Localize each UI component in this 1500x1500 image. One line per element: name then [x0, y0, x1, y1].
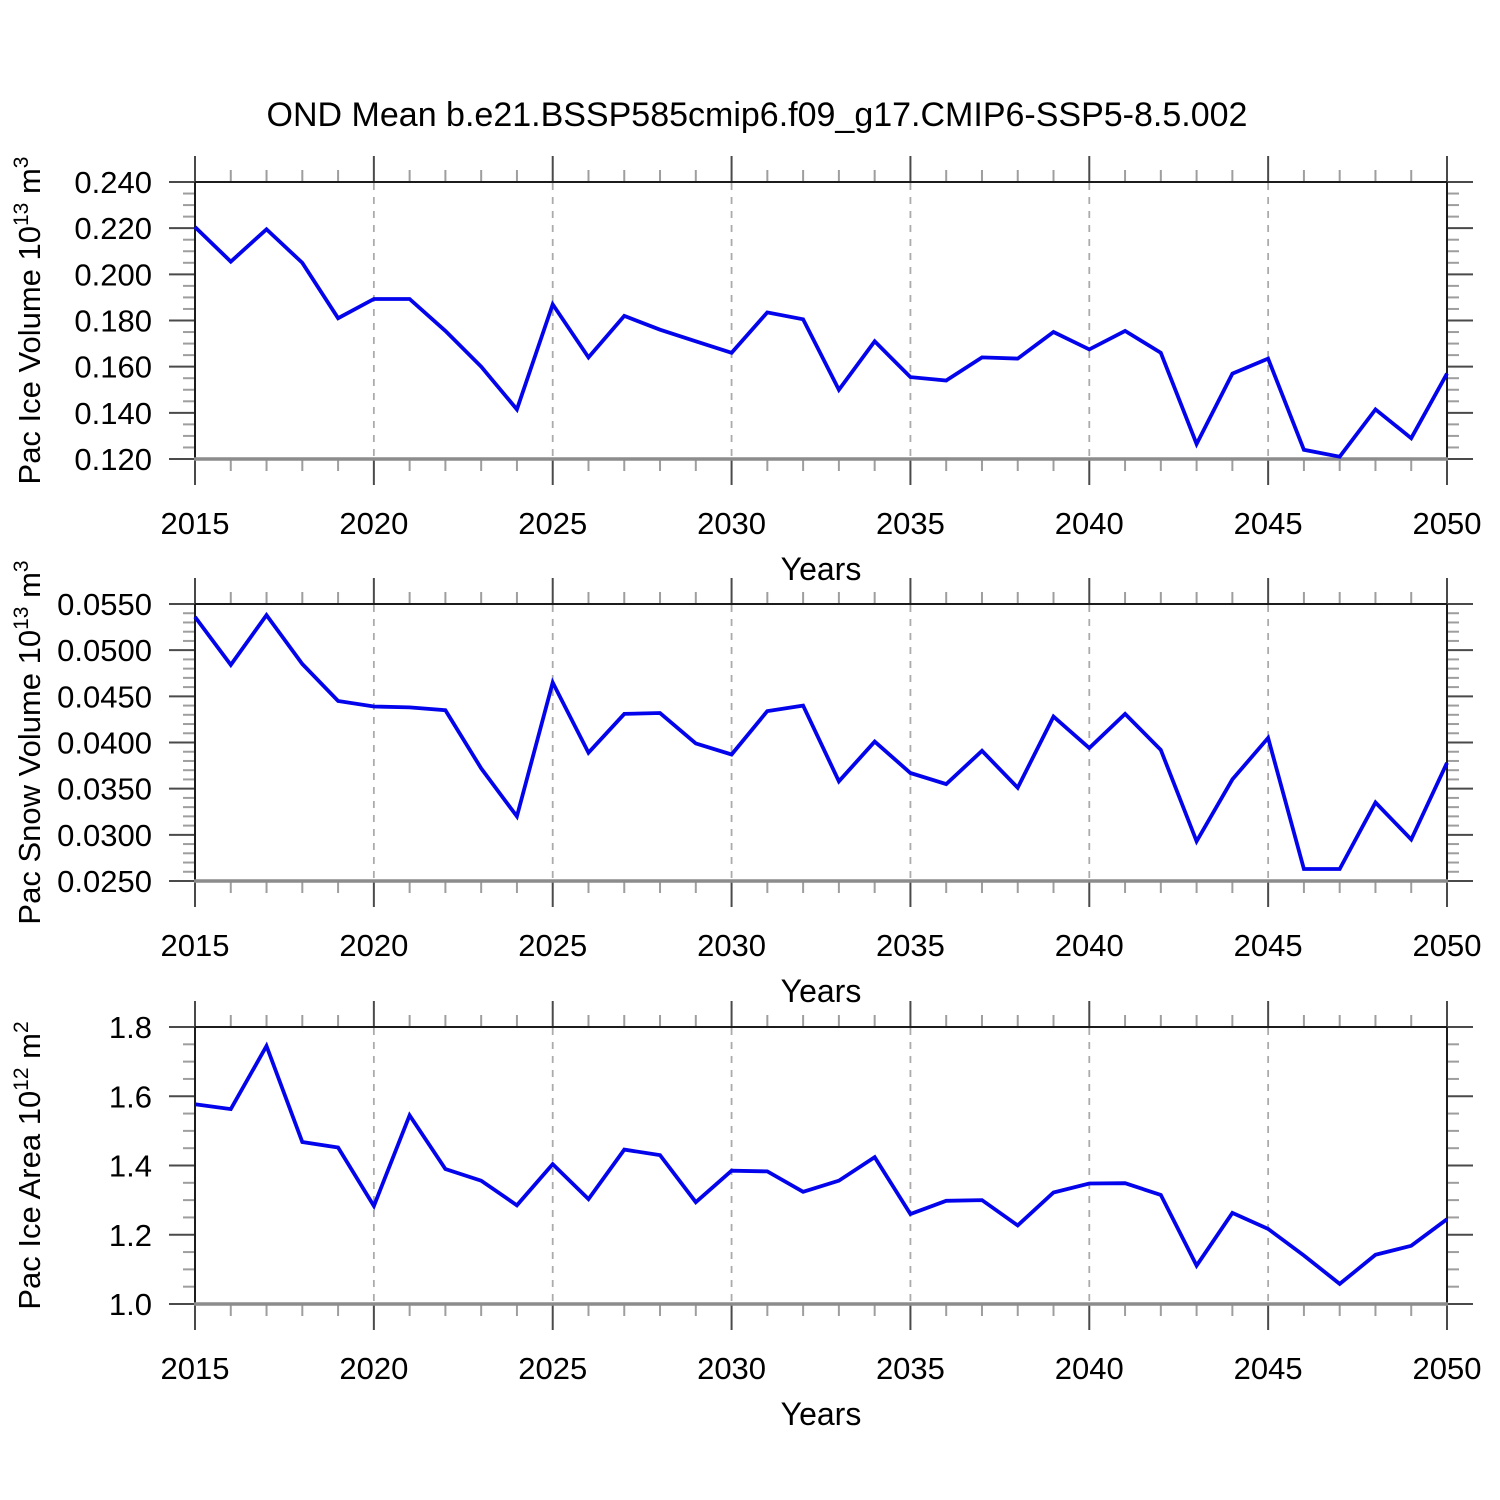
x-tick-label: 2045 [1234, 1351, 1303, 1386]
y-tick-label: 1.4 [109, 1149, 152, 1184]
data-line-pac-ice-area [194, 1041, 1449, 1287]
x-axis-title: Years [781, 1396, 862, 1432]
y-axis-title-text: m [12, 572, 47, 606]
y-axis-title-text: Pac Ice Area 10 [12, 1091, 47, 1310]
y-axis-title-text: m [12, 1033, 47, 1067]
y-tick-label: 0.0500 [57, 633, 152, 668]
x-tick-label: 2050 [1413, 1351, 1482, 1386]
x-tick-label: 2030 [697, 506, 766, 541]
x-tick-label: 2045 [1234, 506, 1303, 541]
x-tick-label: 2020 [339, 928, 408, 963]
y-tick-label: 0.200 [74, 257, 152, 292]
chart-title: OND Mean b.e21.BSSP585cmip6.f09_g17.CMIP… [266, 96, 1248, 134]
y-tick-label: 0.240 [74, 165, 152, 200]
x-tick-label: 2025 [518, 1351, 587, 1386]
y-tick-label: 1.0 [109, 1287, 152, 1322]
y-axis-title-superscript: 3 [10, 157, 33, 169]
x-tick-label: 2040 [1055, 928, 1124, 963]
x-tick-label: 2045 [1234, 928, 1303, 963]
y-tick-label: 0.0550 [57, 587, 152, 622]
x-tick-label: 2020 [339, 506, 408, 541]
x-tick-label: 2030 [697, 928, 766, 963]
x-axis-title: Years [781, 973, 862, 1009]
y-axis-title-pac-ice-area: Pac Ice Area 1012 m2 [10, 1021, 47, 1309]
y-axis-title-text: Pac Snow Volume 10 [12, 630, 47, 925]
y-axis-title-superscript: 13 [10, 203, 33, 226]
y-tick-label: 0.0400 [57, 726, 152, 761]
y-axis-title-pac-snow-volume: Pac Snow Volume 1013 m3 [10, 560, 47, 924]
y-tick-label: 0.120 [74, 442, 152, 477]
y-axis-title-superscript: 12 [10, 1067, 33, 1090]
x-tick-label: 2040 [1055, 1351, 1124, 1386]
y-tick-label: 0.0300 [57, 818, 152, 853]
x-tick-label: 2030 [697, 1351, 766, 1386]
x-tick-label: 2025 [518, 928, 587, 963]
y-tick-label: 0.160 [74, 350, 152, 385]
x-tick-label: 2015 [161, 506, 230, 541]
x-tick-label: 2015 [161, 928, 230, 963]
x-tick-label: 2025 [518, 506, 587, 541]
x-tick-label: 2050 [1413, 928, 1482, 963]
x-tick-label: 2035 [876, 506, 945, 541]
y-axis-title-text: Pac Ice Volume 10 [12, 226, 47, 485]
y-tick-label: 1.2 [109, 1218, 152, 1253]
y-axis-title-superscript: 2 [10, 1021, 33, 1033]
y-tick-label: 0.180 [74, 304, 152, 339]
y-tick-label: 0.220 [74, 211, 152, 246]
y-axis-title-superscript: 13 [10, 607, 33, 630]
data-line-pac-snow-volume [193, 611, 1449, 871]
x-tick-label: 2020 [339, 1351, 408, 1386]
y-tick-label: 0.0250 [57, 864, 152, 899]
x-tick-label: 2035 [876, 1351, 945, 1386]
y-axis-title-superscript: 3 [10, 560, 33, 572]
x-axis-title: Years [781, 551, 862, 587]
y-tick-label: 1.8 [109, 1010, 152, 1045]
y-tick-label: 0.0350 [57, 772, 152, 807]
x-tick-label: 2035 [876, 928, 945, 963]
x-tick-label: 2040 [1055, 506, 1124, 541]
y-tick-label: 1.6 [109, 1079, 152, 1114]
x-tick-label: 2015 [161, 1351, 230, 1386]
data-line-pac-ice-volume [193, 225, 1449, 459]
y-tick-label: 0.140 [74, 396, 152, 431]
y-axis-title-text: m [12, 168, 47, 202]
y-tick-label: 0.0450 [57, 679, 152, 714]
y-axis-title-pac-ice-volume: Pac Ice Volume 1013 m3 [10, 157, 47, 485]
x-tick-label: 2050 [1413, 506, 1482, 541]
